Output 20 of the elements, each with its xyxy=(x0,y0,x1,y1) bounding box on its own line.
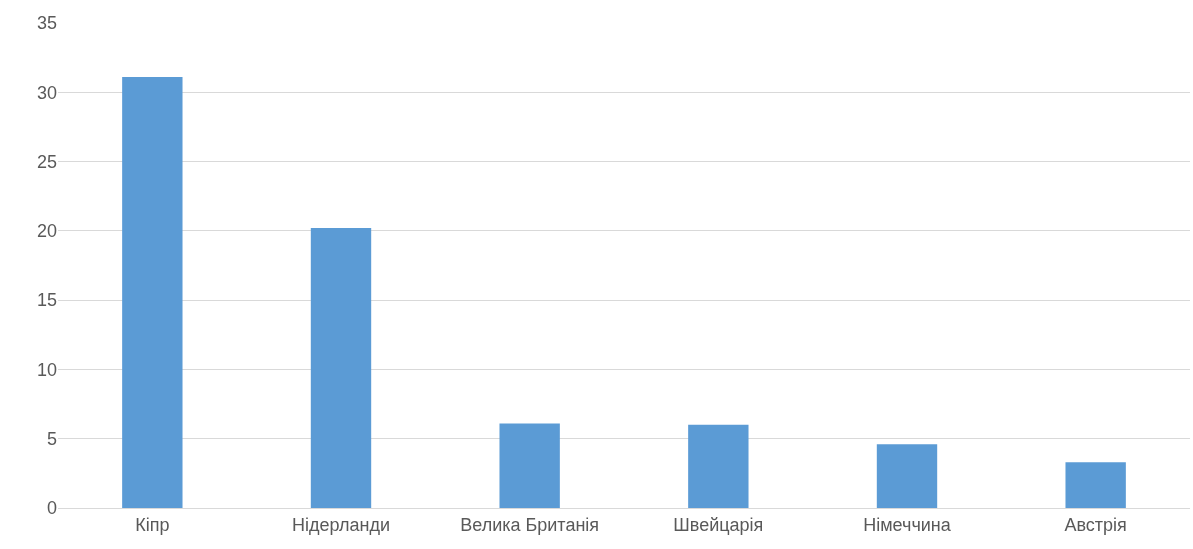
x-tick-label: Швейцарія xyxy=(673,514,764,535)
bar xyxy=(1065,462,1126,508)
bar xyxy=(499,423,560,508)
x-tick-label: Австрія xyxy=(1064,514,1127,535)
y-tick-label: 25 xyxy=(36,151,57,172)
y-tick-label: 0 xyxy=(46,498,57,519)
bar xyxy=(310,228,372,508)
y-tick-label: 5 xyxy=(46,429,57,450)
bar xyxy=(122,77,183,508)
x-tick-label: Велика Британія xyxy=(460,514,600,535)
y-tick-label: 30 xyxy=(36,82,57,103)
y-tick-label: 20 xyxy=(36,221,57,242)
bar xyxy=(876,444,938,508)
bar xyxy=(688,424,749,508)
x-tick-label: Нідерланди xyxy=(292,514,390,535)
x-tick-label: Німеччина xyxy=(863,514,952,535)
y-tick-label: 35 xyxy=(36,13,57,34)
y-tick-label: 15 xyxy=(36,290,57,311)
y-tick-label: 10 xyxy=(36,359,57,380)
x-tick-label: Кіпр xyxy=(135,514,170,535)
